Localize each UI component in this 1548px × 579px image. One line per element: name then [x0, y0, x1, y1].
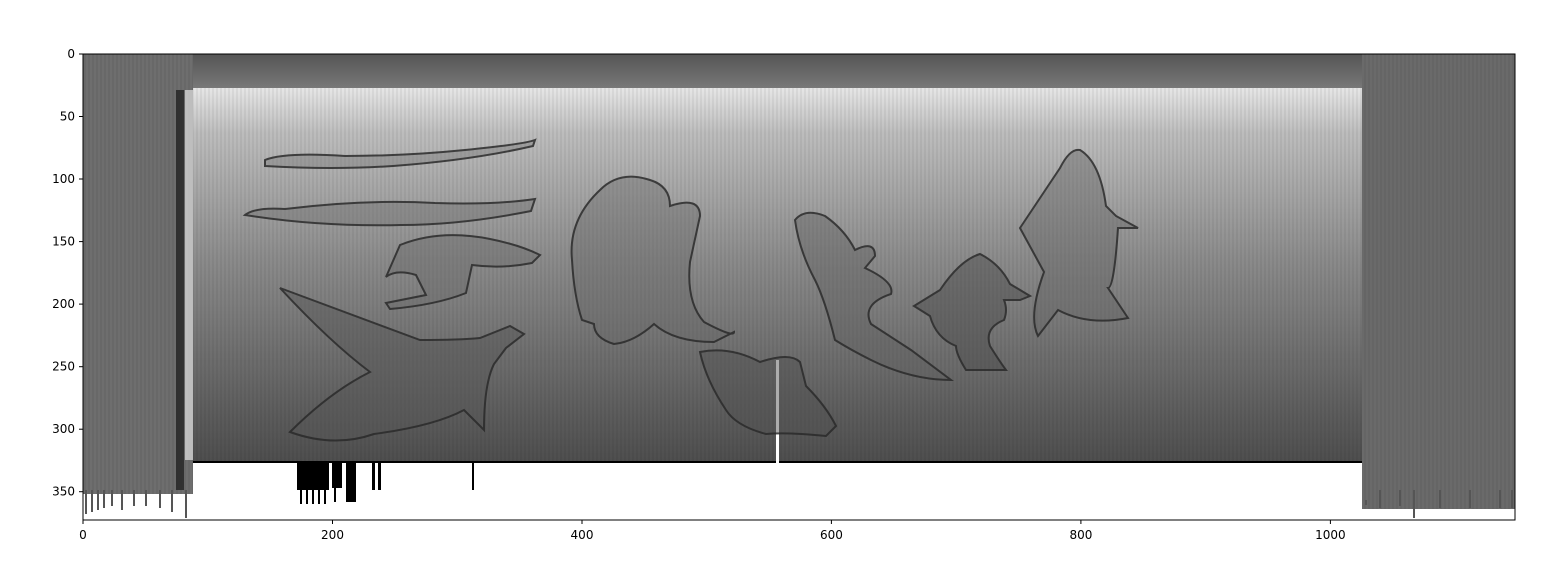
x-tick-label: 800 — [1069, 528, 1092, 542]
y-tick-label: 0 — [67, 47, 75, 61]
x-tick-label: 0 — [79, 528, 87, 542]
x-tick-label: 1000 — [1315, 528, 1346, 542]
y-tick-label: 100 — [52, 172, 75, 186]
x-axis — [83, 520, 1330, 524]
y-axis — [79, 54, 83, 492]
y-tick-label: 300 — [52, 422, 75, 436]
x-tick-label: 400 — [571, 528, 594, 542]
y-tick-label: 200 — [52, 297, 75, 311]
y-tick-label: 50 — [60, 110, 75, 124]
x-tick-label: 600 — [820, 528, 843, 542]
y-tick-label: 250 — [52, 360, 75, 374]
y-tick-label: 350 — [52, 485, 75, 499]
x-tick-label: 200 — [321, 528, 344, 542]
blank-area — [193, 462, 1362, 520]
top-band — [193, 54, 1362, 90]
image-area — [83, 54, 1515, 520]
y-tick-label: 150 — [52, 235, 75, 249]
